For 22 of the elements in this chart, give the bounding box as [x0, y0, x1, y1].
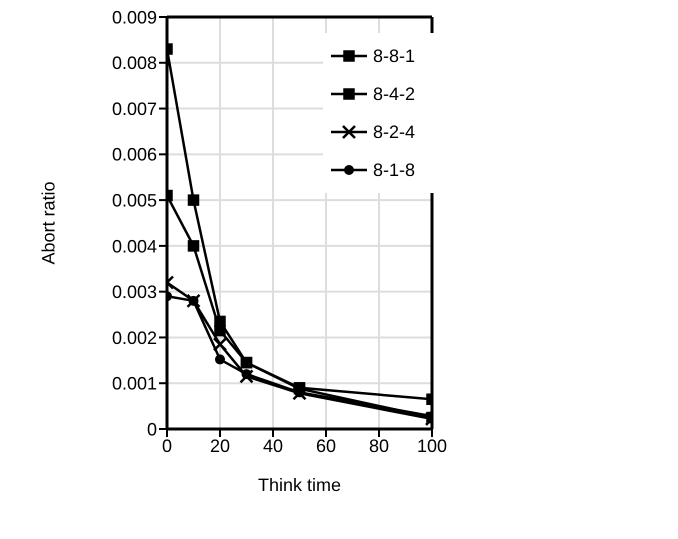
legend-label: 8-1-8: [373, 160, 416, 180]
y-tick-label: 0.001: [112, 374, 157, 394]
y-tick-label: 0.005: [112, 190, 157, 210]
y-tick-label: 0.007: [112, 98, 157, 119]
x-tick-label: 100: [416, 436, 448, 456]
x-tick-label: 80: [368, 436, 390, 456]
y-tick-label: 0.006: [112, 144, 157, 165]
y-tick-label: 0.009: [112, 7, 157, 28]
x-axis-title: Think time: [258, 475, 342, 495]
y-axis-title: Abort ratio: [38, 181, 58, 265]
legend-label: 8-8-1: [373, 46, 416, 66]
y-tick-label: 0.002: [112, 328, 157, 348]
x-tick-label: 20: [210, 436, 230, 456]
y-tick-label: 0: [146, 419, 157, 440]
legend-label: 8-2-4: [373, 122, 416, 142]
y-tick-label: 0.003: [112, 282, 157, 302]
x-tick-label: 60: [316, 436, 336, 456]
x-tick-label: 40: [262, 436, 284, 456]
y-tick-label: 0.008: [112, 53, 157, 74]
legend-label: 8-4-2: [373, 84, 416, 104]
y-tick-label: 0.004: [112, 236, 157, 256]
x-tick-label: 0: [162, 436, 172, 456]
